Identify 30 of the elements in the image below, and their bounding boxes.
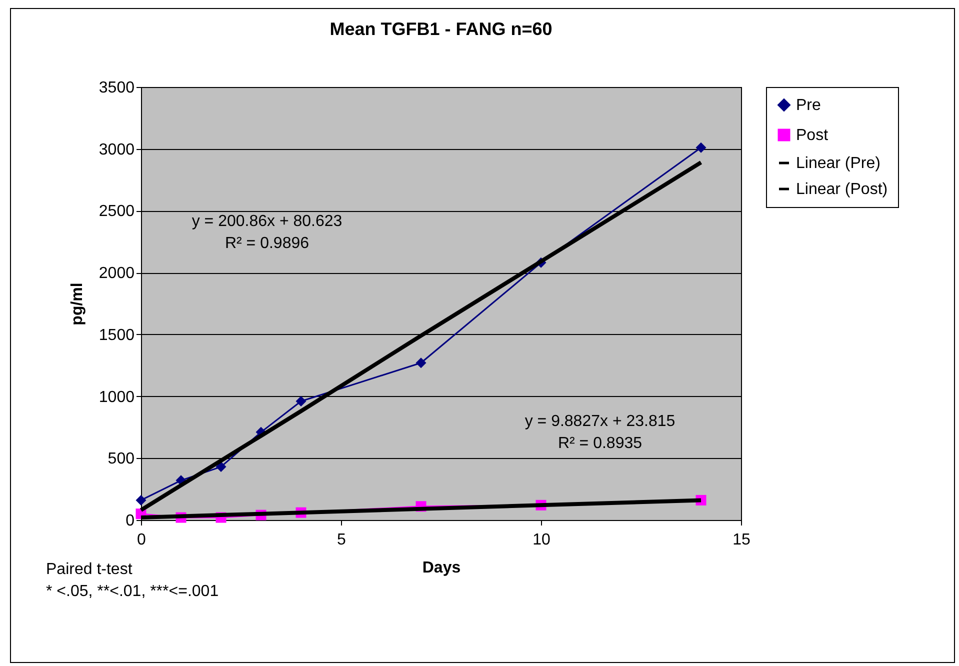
- y-tick-label: 1000: [98, 388, 135, 406]
- y-tick-label: 500: [108, 450, 135, 468]
- point: [696, 142, 706, 153]
- annotation: R² = 0.9896: [224, 235, 310, 252]
- y-tick-label: 3000: [98, 141, 135, 158]
- annotation: y = 200.86x + 80.623: [192, 213, 342, 230]
- x-tick-label: 5: [337, 532, 346, 548]
- legend-label: Linear (Pre): [796, 155, 880, 172]
- point: [296, 396, 306, 406]
- x-tick-label: 15: [732, 532, 750, 548]
- y-tick-label: 0: [126, 512, 135, 530]
- x-tick-label: 0: [137, 532, 146, 548]
- legend-label: Pre: [796, 97, 821, 114]
- x-tick-label: 10: [532, 532, 550, 548]
- annotation: R² = 0.8935: [558, 435, 642, 452]
- point: [216, 462, 226, 472]
- y-tick-label: 3500: [98, 80, 135, 96]
- y-tick-label: 2000: [98, 265, 135, 282]
- legend-label: Post: [796, 127, 829, 144]
- y-tick-label: 1500: [98, 326, 135, 344]
- legend-label: Linear (Post): [796, 181, 888, 198]
- chart-title: Mean TGFB1 - FANG n=60: [330, 19, 552, 39]
- text: * <.05, **<.01, ***<=.001: [46, 583, 219, 600]
- point: [136, 494, 146, 506]
- text: Paired t-test: [46, 561, 133, 578]
- y-axis-title: pg/ml: [68, 282, 86, 326]
- point: [416, 358, 426, 368]
- y-tick-label: 2500: [98, 203, 135, 220]
- x-axis-title: Days: [422, 560, 461, 576]
- annotation: y = 9.8827x + 23.815: [524, 413, 676, 430]
